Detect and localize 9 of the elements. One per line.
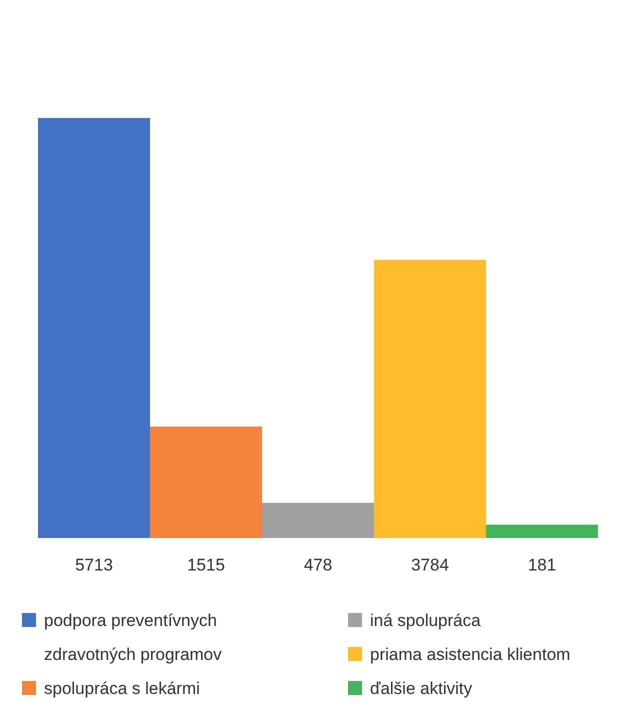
- data-label: 478: [304, 556, 332, 574]
- legend-label: iná spolupráca: [370, 610, 482, 630]
- data-label: 1515: [187, 556, 225, 574]
- data-label: 5713: [75, 556, 113, 574]
- legend-label: priama asistencia klientom: [370, 644, 570, 664]
- data-label: 3784: [411, 556, 449, 574]
- legend-label: ďalšie aktivity: [370, 678, 473, 698]
- data-label: 181: [528, 556, 556, 574]
- legend-label: spolupráca s lekármi: [44, 678, 200, 698]
